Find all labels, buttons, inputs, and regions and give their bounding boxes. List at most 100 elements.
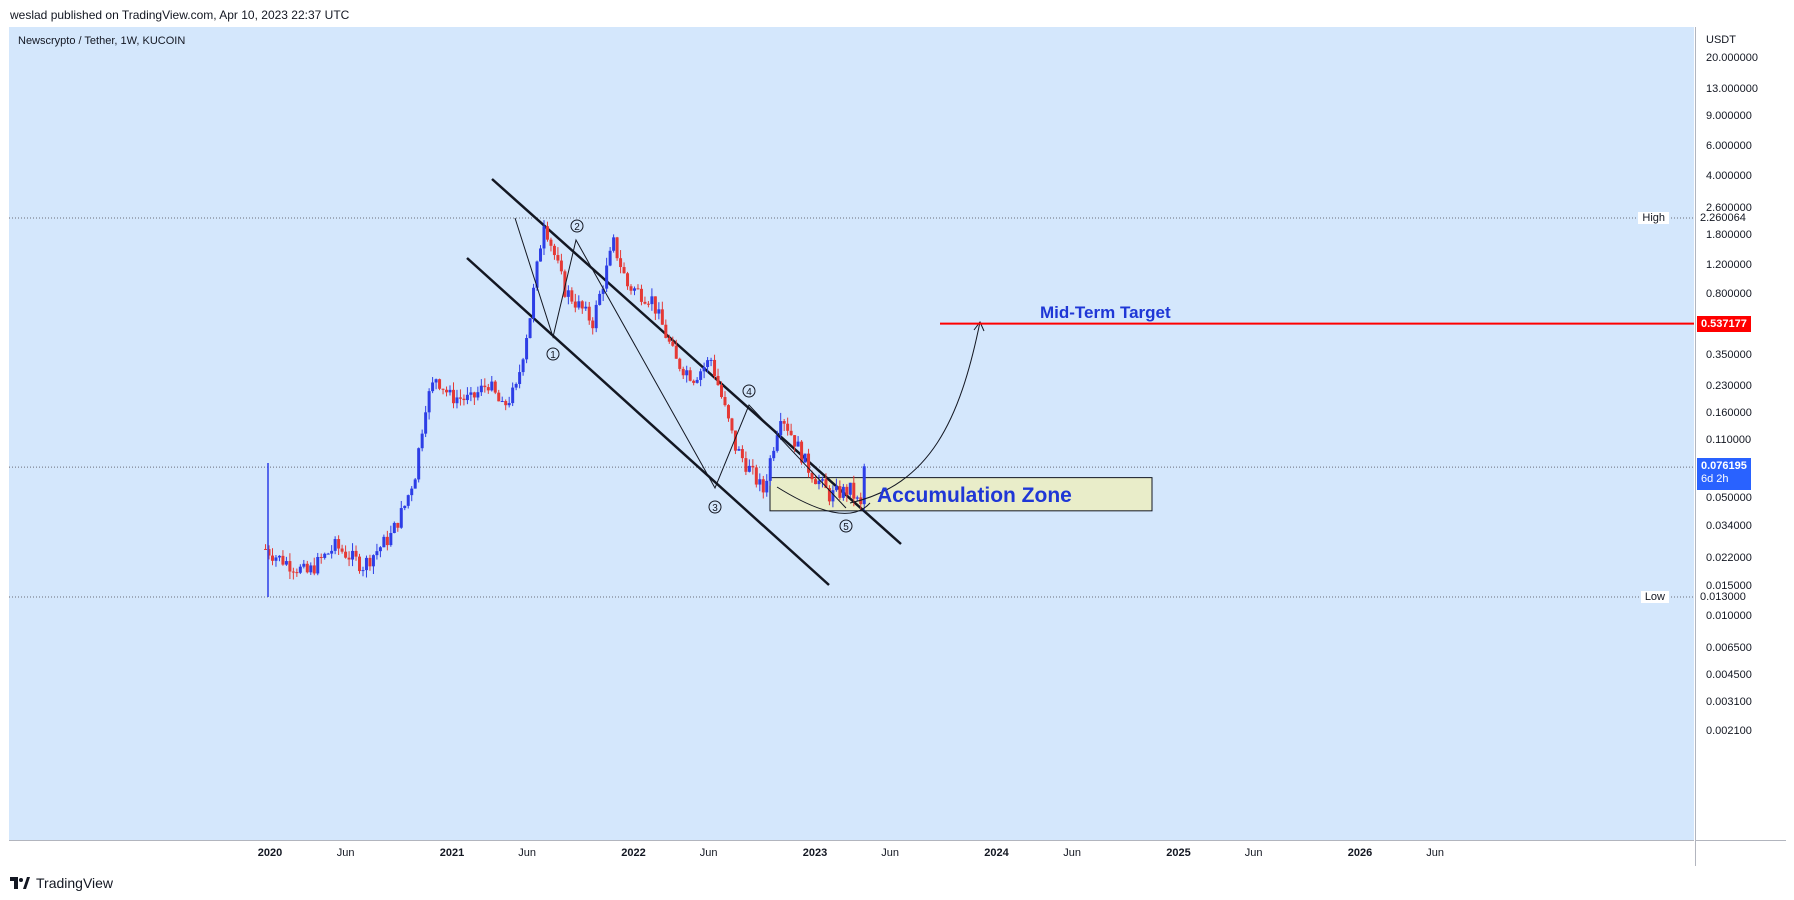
candle-body [291, 571, 295, 573]
candle-body [591, 320, 595, 329]
candle-body [274, 557, 278, 561]
time-tick-label: Jun [1426, 847, 1444, 859]
price-tick-label: 20.000000 [1706, 51, 1758, 64]
candle-body [570, 290, 574, 302]
candle-body [566, 290, 570, 297]
wave-label-5: 5 [843, 522, 849, 533]
candle-body [726, 405, 730, 419]
candle-body [723, 397, 727, 406]
candle-body [559, 260, 563, 272]
tradingview-logo-icon [10, 877, 30, 889]
candle-body [834, 486, 838, 491]
candle-body [810, 472, 814, 480]
price-axis[interactable]: USDT 20.000000 13.000000 9.000000 6.000000 4… [1695, 27, 1786, 840]
candle-body [685, 370, 689, 376]
candle-body [702, 367, 706, 372]
candle-body [747, 465, 751, 472]
candle-body [358, 556, 362, 572]
candle-body [525, 338, 529, 360]
low-value: 0.013000 [1698, 591, 1748, 603]
candle-body [542, 226, 546, 249]
low-label: Low [1640, 591, 1669, 603]
candle-body [284, 561, 288, 565]
chart-pane[interactable]: 1 2 3 4 5 [9, 27, 1694, 840]
candle-body [441, 388, 445, 390]
channel-lower-line [466, 257, 830, 586]
time-axis[interactable]: 2020 Jun 2021 Jun 2022 Jun 2023 Jun 2024 Jun 2025 J… [9, 840, 1694, 866]
candle-body [448, 389, 452, 393]
candle-body [532, 287, 536, 319]
candle-body [354, 550, 358, 557]
price-chart[interactable]: 1 2 3 4 5 [9, 27, 1694, 840]
candle-body [378, 547, 382, 552]
candle-body [458, 397, 462, 399]
wave-path [514, 217, 847, 509]
candle-body [841, 486, 845, 498]
candle-body [302, 563, 306, 567]
candle-body [612, 237, 616, 251]
candle-body [754, 467, 758, 485]
candle-body [347, 557, 351, 560]
candle-body [709, 359, 713, 361]
bar-countdown: 6d 2h [1701, 473, 1729, 485]
price-tick-label: 6.000000 [1706, 140, 1752, 153]
candle-body [862, 466, 866, 505]
time-tick-label: 2026 [1347, 847, 1373, 859]
tradingview-logo[interactable]: TradingView [10, 873, 113, 893]
candle-body [671, 341, 675, 346]
wave-label-circle [570, 219, 584, 233]
candle-body [333, 539, 337, 551]
candle-body [852, 482, 856, 499]
candle-body [427, 391, 431, 413]
high-label: High [1638, 212, 1669, 224]
rounded-bottom-curve [776, 486, 871, 514]
candle-body [678, 358, 682, 369]
price-tick-label: 0.350000 [1706, 349, 1752, 362]
candle-body [807, 453, 811, 473]
candle-body [622, 267, 626, 274]
candle-body [316, 556, 320, 574]
time-tick-label: 2020 [257, 847, 283, 859]
candle-body [761, 479, 765, 493]
candle-body [716, 375, 720, 386]
candle-body [730, 418, 734, 431]
last-price-tag: 0.076195 6d 2h [1697, 458, 1751, 490]
price-tick-label: 2.600000 [1706, 201, 1752, 214]
candle-body [636, 288, 640, 290]
candle-body [330, 550, 334, 554]
candle-body [758, 479, 762, 485]
price-tick-label: 0.034000 [1706, 520, 1752, 533]
price-unit: USDT [1706, 34, 1736, 46]
channel-upper-line [491, 178, 902, 545]
candle-body [695, 379, 699, 383]
candle-body [312, 565, 316, 574]
candle-body [434, 379, 438, 383]
candle-body [639, 288, 643, 302]
candle-body [410, 488, 414, 496]
time-tick-label: Jun [1063, 847, 1081, 859]
candle-body [608, 250, 612, 266]
price-tick-label: 0.110000 [1706, 434, 1752, 447]
price-tick-label: 0.006500 [1706, 641, 1752, 654]
candle-body [476, 392, 480, 398]
candle-body [469, 392, 473, 395]
time-tick-label: Jun [336, 847, 355, 859]
price-tick-label: 0.003100 [1706, 696, 1752, 709]
candle-body [420, 433, 424, 449]
candle-body [493, 381, 497, 393]
candle-body [479, 385, 483, 393]
candle-body [364, 557, 368, 571]
candle-body [782, 421, 786, 424]
candle-body [455, 397, 459, 404]
candle-body [563, 271, 567, 297]
candle-body [392, 522, 396, 534]
candle-body [855, 497, 859, 499]
candle-body [859, 497, 863, 505]
candle-body [587, 306, 591, 321]
wave-label-circle [546, 347, 560, 361]
price-tick-label: 0.010000 [1706, 610, 1752, 623]
candle-body [344, 551, 348, 558]
candle-body [298, 566, 302, 573]
candle-body [775, 435, 779, 451]
price-tick-label: 4.000000 [1706, 170, 1752, 183]
